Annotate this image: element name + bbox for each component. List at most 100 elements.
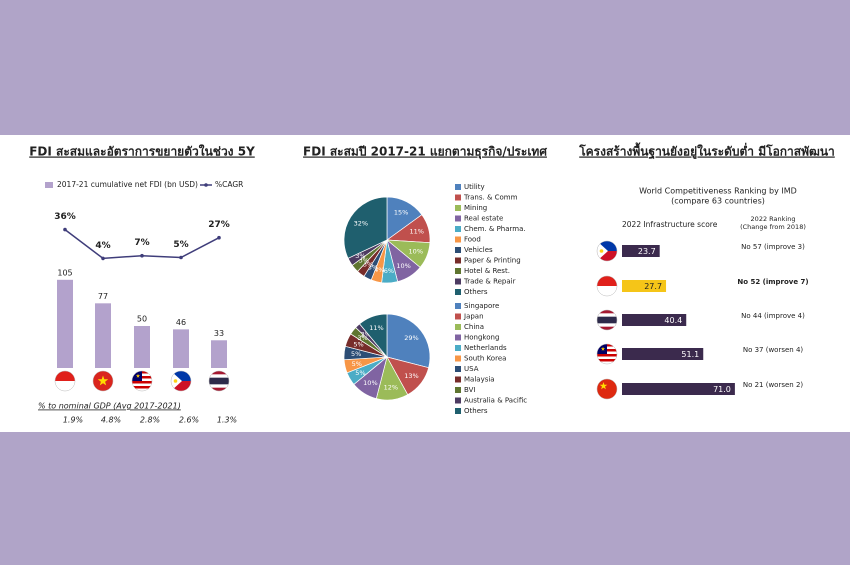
flag-part bbox=[597, 316, 617, 324]
legend-swatch bbox=[455, 247, 461, 253]
slice-label: 3% bbox=[368, 264, 378, 272]
flag-sun bbox=[599, 249, 604, 253]
data-label: 105 bbox=[57, 268, 72, 277]
flag bbox=[55, 371, 75, 391]
flag bbox=[171, 371, 191, 391]
flag-star bbox=[599, 382, 608, 390]
data-label: 5% bbox=[173, 240, 188, 250]
data-label: 77 bbox=[98, 292, 108, 301]
slice-label: 10% bbox=[363, 379, 377, 387]
flag-part bbox=[171, 381, 191, 391]
legend-label: Trans. & Comm bbox=[463, 194, 518, 202]
cagr-marker bbox=[63, 227, 67, 232]
flag-part bbox=[597, 241, 617, 251]
flag bbox=[209, 371, 229, 391]
slice-label: 15% bbox=[394, 208, 408, 216]
slice-label: 4% bbox=[374, 266, 384, 274]
legend-swatch bbox=[455, 236, 461, 243]
flag-border bbox=[596, 309, 618, 331]
flag-part bbox=[597, 361, 617, 364]
legend-label: Paper & Printing bbox=[464, 257, 521, 265]
legend-swatch bbox=[455, 355, 461, 362]
bar bbox=[622, 314, 687, 326]
legend-label: BVI bbox=[464, 386, 475, 394]
slice-label: 5% bbox=[352, 360, 362, 368]
flag-border bbox=[131, 370, 153, 392]
slice-label: 11% bbox=[369, 324, 383, 332]
legend-label: %CAGR bbox=[215, 180, 243, 189]
legend-label: Vehicles bbox=[464, 246, 493, 254]
legend-label: Trade & Repair bbox=[463, 278, 516, 286]
legend-swatch bbox=[455, 324, 461, 330]
bar bbox=[622, 348, 704, 360]
legend-label: Malaysia bbox=[464, 376, 495, 384]
legend-label: Hotel & Rest. bbox=[464, 267, 510, 275]
legend-swatch bbox=[455, 303, 461, 309]
data-label: 36% bbox=[54, 212, 76, 222]
legend-label: Japan bbox=[463, 313, 484, 321]
data-label: 4% bbox=[95, 241, 110, 251]
footnote-value: 2.8% bbox=[140, 416, 160, 425]
flag-border bbox=[596, 343, 618, 365]
flag-part bbox=[597, 286, 617, 296]
legend-marker bbox=[204, 183, 208, 187]
bar bbox=[622, 383, 735, 395]
legend-swatch bbox=[455, 215, 461, 222]
legend-label: Mining bbox=[464, 204, 487, 212]
flag-part bbox=[132, 381, 152, 384]
legend-label: Chem. & Pharma. bbox=[464, 225, 526, 233]
legend-swatch bbox=[455, 205, 461, 211]
pie-slice bbox=[386, 313, 431, 369]
flag-part bbox=[597, 276, 617, 286]
legend-swatch bbox=[455, 257, 461, 264]
flag-part bbox=[132, 388, 152, 391]
slice-label: 13% bbox=[404, 372, 418, 380]
flag-border bbox=[208, 370, 230, 392]
bar bbox=[95, 303, 111, 368]
footnote-value: 1.9% bbox=[63, 416, 83, 425]
cagr-marker bbox=[101, 256, 105, 261]
flag bbox=[93, 371, 113, 391]
ranking: No 37 (worsen 4) bbox=[743, 346, 804, 354]
slice-label: 29% bbox=[404, 334, 418, 342]
legend-label: USA bbox=[464, 365, 479, 373]
bar bbox=[211, 340, 227, 368]
data-label: 27% bbox=[208, 220, 230, 230]
data-label: 71.0 bbox=[713, 385, 731, 394]
flag bbox=[597, 241, 617, 261]
data-label: 50 bbox=[137, 315, 147, 324]
slice-label: 32% bbox=[354, 219, 368, 227]
ranking: No 52 (improve 7) bbox=[737, 278, 808, 286]
legend-swatch bbox=[455, 278, 461, 285]
slice-label: 3% bbox=[359, 256, 369, 264]
legend-swatch bbox=[455, 289, 461, 295]
ranking: No 57 (improve 3) bbox=[741, 243, 805, 251]
flag-star bbox=[600, 346, 606, 351]
subtitle: World Competitiveness Ranking by IMD bbox=[639, 187, 797, 196]
flag-border bbox=[170, 370, 192, 392]
flag-part bbox=[132, 383, 152, 386]
flag-border bbox=[596, 378, 618, 400]
data-label: 33 bbox=[214, 329, 224, 338]
ranking: No 21 (worsen 2) bbox=[743, 381, 804, 389]
legend-swatch bbox=[455, 268, 461, 274]
cagr-marker bbox=[140, 253, 144, 258]
footnote-value: 1.3% bbox=[217, 416, 237, 425]
footnote-value: 2.6% bbox=[179, 416, 199, 425]
flag-part bbox=[597, 251, 617, 261]
slice-label: 2% bbox=[361, 330, 371, 338]
legend-label: Australia & Pacific bbox=[464, 397, 527, 405]
legend-swatch bbox=[455, 184, 461, 190]
flag-star bbox=[135, 373, 141, 378]
flag-part bbox=[132, 386, 152, 389]
legend-swatch bbox=[455, 366, 461, 372]
subtitle: (compare 63 countries) bbox=[671, 197, 765, 206]
slice-label: 10% bbox=[396, 262, 410, 270]
data-label: 40.4 bbox=[664, 316, 682, 325]
chart-title: FDI สะสมปี 2017-21 แยกตามธุรกิจ/ประเทศ bbox=[303, 145, 547, 160]
legend-swatch bbox=[455, 194, 461, 201]
cagr-marker bbox=[217, 235, 221, 240]
legend-swatch bbox=[455, 376, 461, 383]
column-header: (Change from 2018) bbox=[740, 223, 806, 231]
